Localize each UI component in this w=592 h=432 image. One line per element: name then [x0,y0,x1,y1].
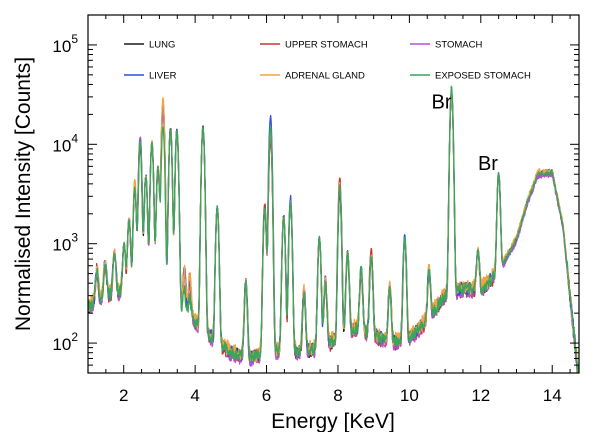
legend-label: LIVER [149,71,177,82]
legend-item: EXPOSED STOMACH [410,71,531,82]
y-axis-title: Normalised Intensity [Counts] [12,57,35,331]
legend-label: EXPOSED STOMACH [435,71,531,82]
peak-annotation: Br [478,153,498,175]
x-axis-ticks: 2 4 6 8 10 12 14 [87,15,571,405]
legend-item: LIVER [124,71,177,82]
legend: LUNG UPPER STOMACH STOMACH LIVER ADRENAL GLA… [124,40,531,82]
x-axis-title: Energy [KeV] [271,410,395,432]
x-tick-label: 10 [400,386,419,405]
legend-label: STOMACH [435,40,482,51]
legend-item: LUNG [124,40,175,51]
legend-item: STOMACH [410,40,482,51]
annotations: Br Br [432,91,499,175]
x-tick-label: 8 [333,386,342,405]
legend-label: UPPER STOMACH [285,40,368,51]
y-tick-label: 104 [52,131,78,155]
series-layer [88,85,579,373]
series-line [88,85,579,373]
x-tick-label: 14 [543,386,562,405]
y-tick-label: 105 [52,32,78,56]
x-tick-label: 6 [262,386,271,405]
legend-label: LUNG [149,40,175,51]
peak-annotation: Br [432,91,452,113]
plot-frame [87,14,580,374]
legend-item: ADRENAL GLAND [260,71,365,82]
x-tick-label: 12 [471,386,490,405]
x-tick-label: 2 [119,386,128,405]
legend-item: UPPER STOMACH [260,40,368,51]
y-tick-label: 103 [52,231,78,255]
legend-label: ADRENAL GLAND [285,71,365,82]
y-axis-ticks: 102 103 104 105 [52,14,579,374]
y-tick-label: 102 [52,330,78,354]
x-tick-label: 4 [190,386,199,405]
